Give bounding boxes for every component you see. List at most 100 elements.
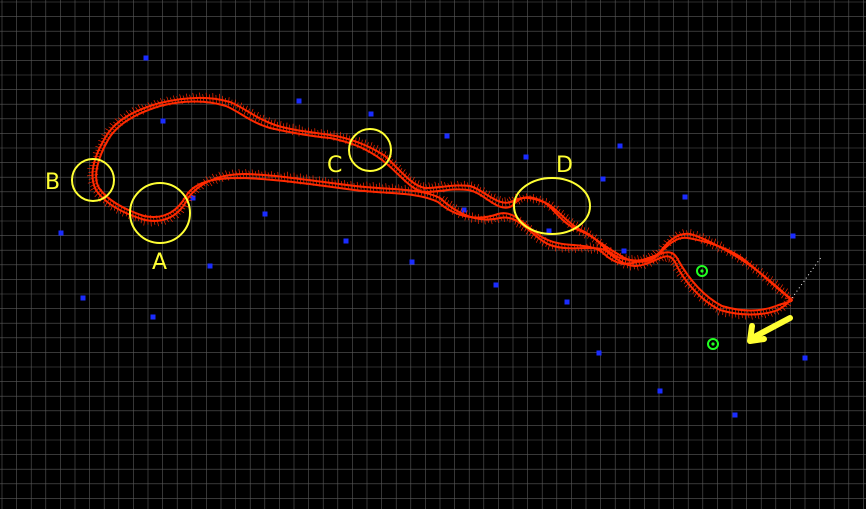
trajectory-hatch [725, 305, 727, 318]
trajectory-hatch [94, 189, 102, 198]
trajectory-hatch [419, 182, 422, 191]
trajectory-hatch [473, 184, 476, 191]
trajectory-hatch [506, 198, 511, 207]
trajectory-hatch [330, 131, 332, 139]
trajectory-hatch [670, 255, 676, 263]
trajectory-hatch [570, 245, 573, 252]
trajectory-hatch [497, 196, 501, 207]
trajectory-hatch [363, 182, 365, 192]
trajectory-hatch [95, 149, 102, 152]
landmark-point [150, 314, 156, 320]
landmark-point [461, 207, 467, 213]
trajectory-hatch [604, 246, 609, 253]
trajectory-hatch [86, 174, 99, 177]
trajectory-hatch [658, 253, 664, 262]
trajectory-hatch [609, 251, 614, 259]
trajectory-hatch [247, 108, 250, 116]
trajectory-hatch [782, 303, 788, 308]
trajectory-hatch [646, 258, 652, 267]
trajectory-hatch [230, 99, 233, 106]
trajectory-hatch [762, 272, 768, 282]
trajectory-hatch [455, 207, 459, 216]
trajectory-hatch [195, 94, 199, 102]
trajectory-hatch [492, 215, 496, 223]
trajectory-hatch [668, 251, 673, 263]
trajectory-hatch [518, 194, 523, 203]
trajectory-hatch [379, 182, 381, 194]
trajectory-hatch [786, 299, 793, 302]
trajectory-hatch [108, 126, 115, 131]
trajectory-hatch [765, 309, 770, 317]
trajectory-hatch [547, 239, 552, 250]
trajectory-hatch [88, 171, 97, 173]
trajectory-hatch [140, 214, 143, 224]
trajectory-hatch [534, 232, 539, 240]
trajectory-hatch [171, 210, 179, 219]
trajectory-hatch [122, 207, 126, 217]
landmark-point [596, 350, 602, 356]
trajectory-hatch [737, 253, 742, 263]
landmark-point [523, 154, 529, 160]
trajectory-hatch [101, 134, 111, 139]
trajectory-hatch [402, 172, 407, 179]
trajectory-hatch [695, 230, 698, 242]
trajectory-hatch [620, 258, 624, 266]
circle-b [71, 158, 115, 202]
trajectory-hatch [348, 135, 351, 144]
label-c: C [327, 153, 342, 178]
trajectory-hatch [267, 172, 270, 179]
trajectory-hatch [478, 186, 482, 194]
trajectory-hatch [105, 128, 115, 134]
trajectory-hatch [236, 102, 239, 109]
trajectory-hatch [579, 243, 583, 253]
trajectory-hatch [744, 309, 746, 320]
trajectory-hatch [321, 178, 324, 186]
landmark-point [600, 176, 606, 182]
trajectory-hatch [548, 201, 554, 211]
trajectory-hatch [640, 260, 646, 269]
landmark-point [802, 355, 808, 361]
trajectory-hatch [504, 197, 507, 209]
trajectory-hatch [382, 151, 387, 160]
trajectory-hatch [684, 279, 692, 288]
trajectory-hatch [199, 92, 202, 104]
trajectory-hatch [369, 183, 372, 192]
trajectory-hatch [676, 267, 683, 274]
trajectory-hatch [141, 104, 147, 113]
landmark-point [444, 133, 450, 139]
trajectory-hatch [98, 143, 105, 146]
trajectory-hatch [359, 183, 362, 190]
trajectory-hatch [311, 129, 313, 136]
trajectory-hatch [375, 183, 378, 193]
trajectory-hatch [104, 132, 112, 136]
trajectory-hatch [679, 272, 686, 279]
trajectory-hatch [415, 180, 420, 191]
trajectory-hatch [668, 235, 676, 243]
trajectory-hatch [444, 182, 448, 191]
trajectory-hatch [785, 297, 795, 299]
trajectory-hatch [279, 121, 282, 133]
trajectory-hatch [709, 238, 713, 247]
trajectory-hatch [471, 212, 474, 223]
trajectory-hatch [596, 238, 603, 247]
trajectory-hatch [567, 243, 570, 253]
trajectory-hatch [734, 309, 737, 318]
trajectory-hatch [529, 195, 532, 202]
trajectory-hatch [470, 181, 473, 192]
trajectory-hatch [599, 241, 604, 248]
landmark-point [143, 55, 149, 61]
trajectory-hatch [414, 187, 416, 195]
trajectory-hatch [784, 291, 790, 300]
trajectory-hatch [661, 251, 667, 263]
trajectory-hatch [238, 102, 243, 112]
trajectory-hatch [498, 215, 503, 221]
trajectory-hatch [292, 123, 294, 136]
trajectory-hatch [557, 210, 564, 219]
trajectory-hatch [578, 224, 584, 236]
trajectory-hatch [350, 180, 352, 191]
trajectory-hatch [435, 192, 438, 201]
trajectory-hatch [270, 119, 273, 128]
trajectory-hatch [593, 243, 595, 253]
landmark-point [732, 412, 738, 418]
trajectory-hatch [422, 182, 425, 194]
